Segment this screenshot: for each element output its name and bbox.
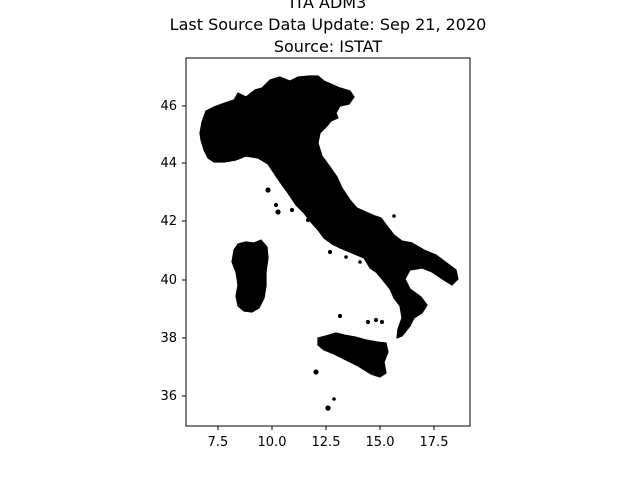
island [265, 187, 271, 193]
x-tick-label: 17.5 [420, 435, 449, 450]
x-tick-label: 7.5 [208, 435, 229, 450]
mainland-italy [199, 75, 459, 339]
island [379, 319, 385, 325]
island [344, 255, 348, 259]
island [337, 313, 343, 319]
island [373, 317, 379, 323]
x-tick-label: 12.5 [312, 435, 341, 450]
y-tick-labels: 36 38 40 42 44 46 [160, 99, 177, 404]
y-tick-label: 40 [160, 273, 177, 288]
y-tick-label: 44 [160, 156, 177, 171]
island [305, 217, 311, 223]
y-tick-label: 36 [160, 389, 177, 404]
island [289, 207, 295, 213]
x-tick-label: 10.0 [258, 435, 287, 450]
title-line-2: Last Source Data Update: Sep 21, 2020 [169, 15, 487, 34]
island [392, 214, 396, 218]
x-tick-labels: 7.5 10.0 12.5 15.0 17.5 [208, 435, 449, 450]
island [275, 209, 281, 215]
axes-frame [185, 57, 471, 427]
title-line-1: ITA ADM3 [289, 0, 367, 12]
x-tick-label: 15.0 [366, 435, 395, 450]
italy-map [199, 75, 459, 411]
sicily [317, 332, 389, 378]
y-axis [182, 105, 186, 397]
island [332, 397, 336, 401]
island [327, 249, 333, 255]
sardinia [231, 239, 269, 313]
island [358, 260, 362, 264]
y-tick-label: 38 [160, 331, 177, 346]
title-line-3: Source: ISTAT [273, 37, 383, 56]
y-tick-label: 46 [160, 99, 177, 114]
x-axis [217, 426, 435, 430]
island [365, 319, 371, 325]
map-title: ITA ADM3 Last Source Data Update: Sep 21… [0, 0, 640, 58]
island [313, 369, 319, 375]
island [273, 202, 279, 208]
island [325, 405, 331, 411]
y-tick-label: 42 [160, 214, 177, 229]
